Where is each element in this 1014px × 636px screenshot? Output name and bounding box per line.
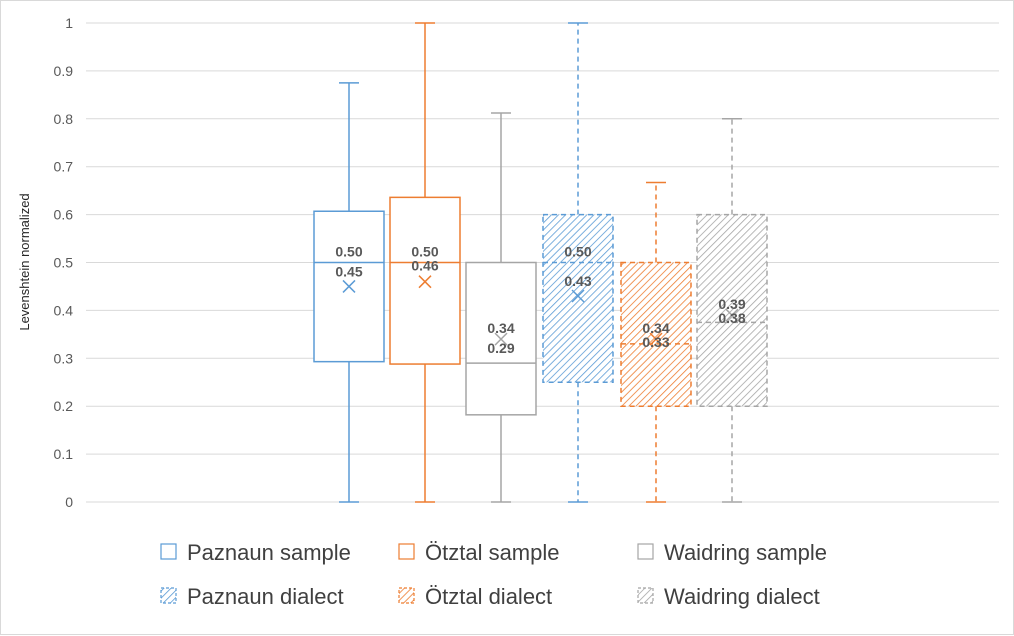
legend-swatch	[160, 543, 177, 560]
legend-item-2: Ötztal sample	[398, 540, 560, 565]
y-tick-label: 0.5	[54, 255, 74, 271]
y-tick-label: 0.2	[54, 398, 74, 414]
box-5[interactable]	[620, 181, 692, 503]
box-2[interactable]	[389, 22, 461, 503]
y-tick-label: 0	[65, 494, 73, 510]
legend-label: Waidring sample	[664, 540, 827, 565]
iqr-box	[620, 261, 692, 407]
y-tick-label: 0.9	[54, 63, 74, 79]
mean-marker	[571, 289, 585, 303]
legend-label: Waidring dialect	[664, 584, 820, 609]
data-label: 0.38	[718, 310, 745, 326]
legend-swatch	[637, 587, 654, 604]
y-tick-label: 0.7	[54, 159, 74, 175]
y-tick-label: 0.6	[54, 207, 74, 223]
mean-marker	[494, 332, 508, 346]
legend-swatch	[637, 543, 654, 560]
data-label: 0.34	[487, 320, 514, 336]
y-tick-label: 0.1	[54, 446, 74, 462]
iqr-box	[389, 196, 461, 365]
y-tick-label: 0.8	[54, 111, 74, 127]
mean-marker	[418, 275, 432, 289]
legend-label: Paznaun sample	[187, 540, 351, 565]
data-label: 0.50	[411, 244, 438, 260]
legend-swatch	[398, 587, 415, 604]
box-4[interactable]	[542, 22, 614, 503]
legend-swatch	[398, 543, 415, 560]
data-label: 0.39	[718, 296, 745, 312]
legend-label: Ötztal sample	[425, 540, 560, 565]
y-tick-label: 0.3	[54, 350, 74, 366]
data-label: 0.50	[564, 244, 591, 260]
y-tick-label: 1	[65, 15, 73, 31]
y-tick-label: 0.4	[54, 302, 74, 318]
legend-item-5: Ötztal dialect	[398, 584, 552, 609]
iqr-box	[542, 213, 614, 383]
legend-item-4: Paznaun dialect	[160, 584, 344, 609]
y-axis-title: Levenshtein normalized	[17, 193, 32, 330]
data-label: 0.50	[335, 244, 362, 260]
mean-marker	[649, 332, 663, 346]
iqr-box	[696, 213, 768, 407]
data-label: 0.45	[335, 263, 362, 279]
legend-label: Paznaun dialect	[187, 584, 344, 609]
legend-item-3: Waidring sample	[637, 540, 827, 565]
data-label: 0.33	[642, 334, 669, 350]
legend-label: Ötztal dialect	[425, 584, 552, 609]
box-1[interactable]	[313, 82, 385, 503]
box-3[interactable]	[465, 112, 537, 503]
data-label: 0.29	[487, 340, 514, 356]
legend-item-1: Paznaun sample	[160, 540, 351, 565]
box-6[interactable]	[696, 118, 768, 503]
data-label: 0.34	[642, 320, 669, 336]
legend-swatch	[160, 587, 177, 604]
data-label: 0.46	[411, 258, 438, 274]
data-label: 0.43	[564, 273, 591, 289]
legend-item-6: Waidring dialect	[637, 584, 820, 609]
mean-marker	[342, 279, 356, 293]
mean-marker	[725, 308, 739, 322]
